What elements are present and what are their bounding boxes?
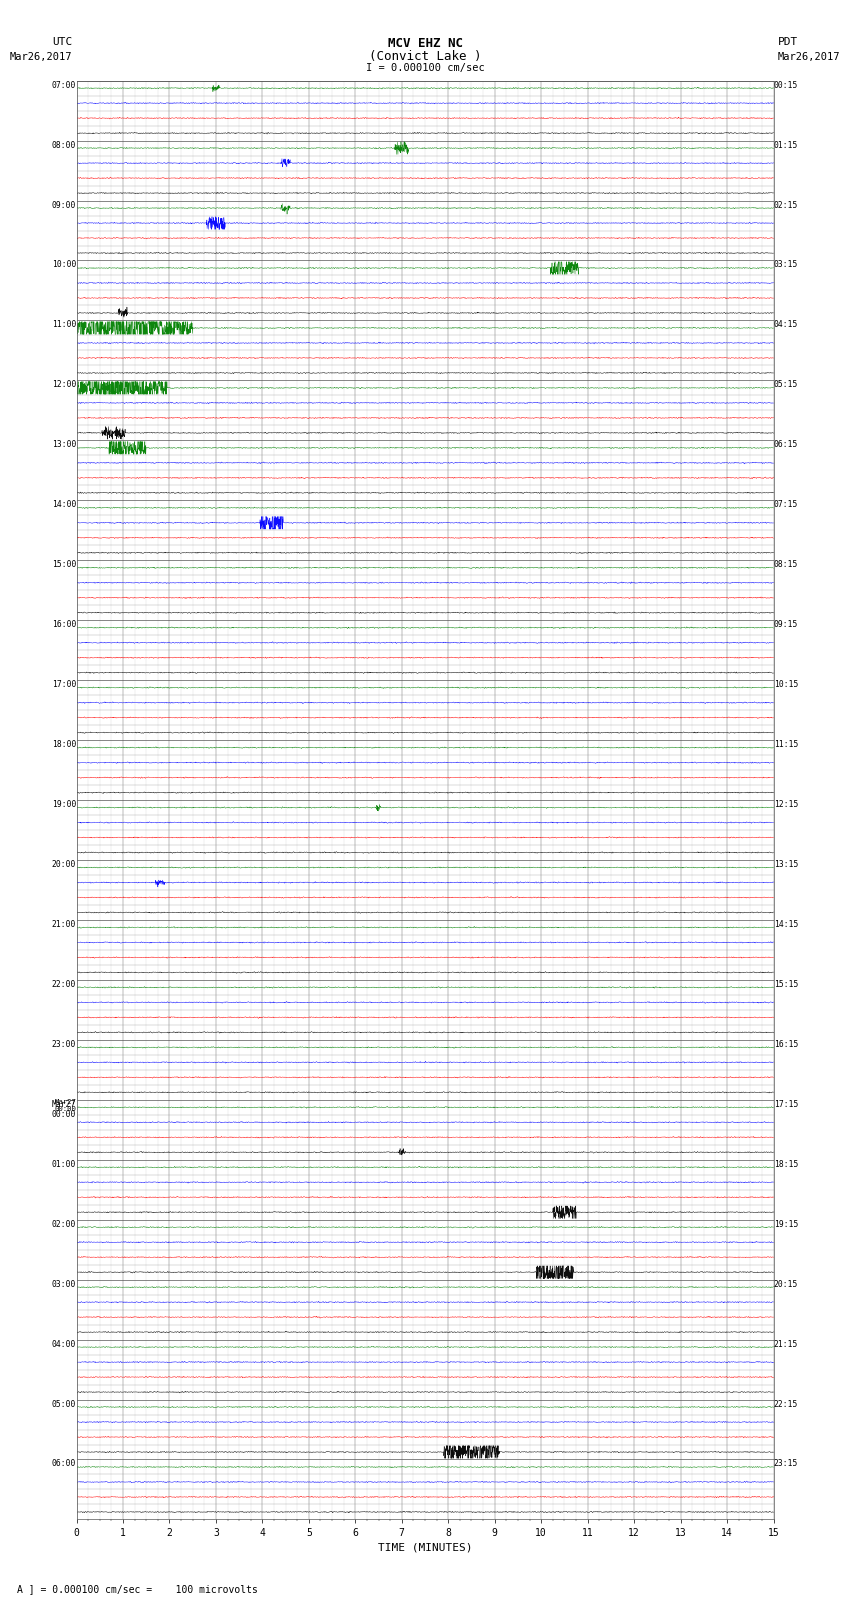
Text: (Convict Lake ): (Convict Lake ) <box>369 50 481 63</box>
Text: A ] = 0.000100 cm/sec =    100 microvolts: A ] = 0.000100 cm/sec = 100 microvolts <box>17 1584 258 1594</box>
Text: MCV EHZ NC: MCV EHZ NC <box>388 37 462 50</box>
Text: 19:15: 19:15 <box>774 1219 798 1229</box>
Text: 06:00: 06:00 <box>52 1460 76 1468</box>
Text: 14:00: 14:00 <box>52 500 76 510</box>
Text: 04:15: 04:15 <box>774 321 798 329</box>
Text: 11:00: 11:00 <box>52 321 76 329</box>
Text: Mar26,2017: Mar26,2017 <box>778 52 841 61</box>
Text: 11:15: 11:15 <box>774 740 798 748</box>
Text: 01:15: 01:15 <box>774 140 798 150</box>
Text: 01:00: 01:00 <box>52 1160 76 1169</box>
Text: UTC: UTC <box>52 37 72 47</box>
Text: 16:00: 16:00 <box>52 621 76 629</box>
Text: Mar26,2017: Mar26,2017 <box>9 52 72 61</box>
Text: 10:00: 10:00 <box>52 261 76 269</box>
Text: 17:00: 17:00 <box>52 681 76 689</box>
Text: 03:15: 03:15 <box>774 261 798 269</box>
Text: 22:00: 22:00 <box>52 981 76 989</box>
Text: 08:00: 08:00 <box>52 140 76 150</box>
Text: 06:15: 06:15 <box>774 440 798 450</box>
Text: 19:00: 19:00 <box>52 800 76 810</box>
Text: 07:15: 07:15 <box>774 500 798 510</box>
Text: 09:15: 09:15 <box>774 621 798 629</box>
Text: 23:15: 23:15 <box>774 1460 798 1468</box>
Text: 23:00: 23:00 <box>52 1040 76 1048</box>
Text: PDT: PDT <box>778 37 798 47</box>
Text: Mar27
00:00: Mar27 00:00 <box>54 1098 76 1111</box>
Text: 20:00: 20:00 <box>52 860 76 869</box>
Text: 15:00: 15:00 <box>52 560 76 569</box>
Text: 10:15: 10:15 <box>774 681 798 689</box>
Text: 08:15: 08:15 <box>774 560 798 569</box>
Text: Mar27
00:00: Mar27 00:00 <box>52 1100 76 1119</box>
Text: 05:15: 05:15 <box>774 381 798 389</box>
Text: 15:15: 15:15 <box>774 981 798 989</box>
Text: 13:00: 13:00 <box>52 440 76 450</box>
Text: 03:00: 03:00 <box>52 1279 76 1289</box>
Text: 02:00: 02:00 <box>52 1219 76 1229</box>
Text: 14:15: 14:15 <box>774 919 798 929</box>
Text: 13:15: 13:15 <box>774 860 798 869</box>
Text: 12:15: 12:15 <box>774 800 798 810</box>
Text: 09:00: 09:00 <box>52 200 76 210</box>
Text: 16:15: 16:15 <box>774 1040 798 1048</box>
Text: 05:00: 05:00 <box>52 1400 76 1408</box>
Text: 07:00: 07:00 <box>52 81 76 90</box>
Text: 18:00: 18:00 <box>52 740 76 748</box>
Text: I = 0.000100 cm/sec: I = 0.000100 cm/sec <box>366 63 484 73</box>
Text: 00:15: 00:15 <box>774 81 798 90</box>
Text: 18:15: 18:15 <box>774 1160 798 1169</box>
Text: 12:00: 12:00 <box>52 381 76 389</box>
Text: 22:15: 22:15 <box>774 1400 798 1408</box>
Text: 17:15: 17:15 <box>774 1100 798 1108</box>
Text: 21:00: 21:00 <box>52 919 76 929</box>
Text: 04:00: 04:00 <box>52 1339 76 1348</box>
X-axis label: TIME (MINUTES): TIME (MINUTES) <box>377 1542 473 1553</box>
Text: 21:15: 21:15 <box>774 1339 798 1348</box>
Text: 20:15: 20:15 <box>774 1279 798 1289</box>
Text: 02:15: 02:15 <box>774 200 798 210</box>
